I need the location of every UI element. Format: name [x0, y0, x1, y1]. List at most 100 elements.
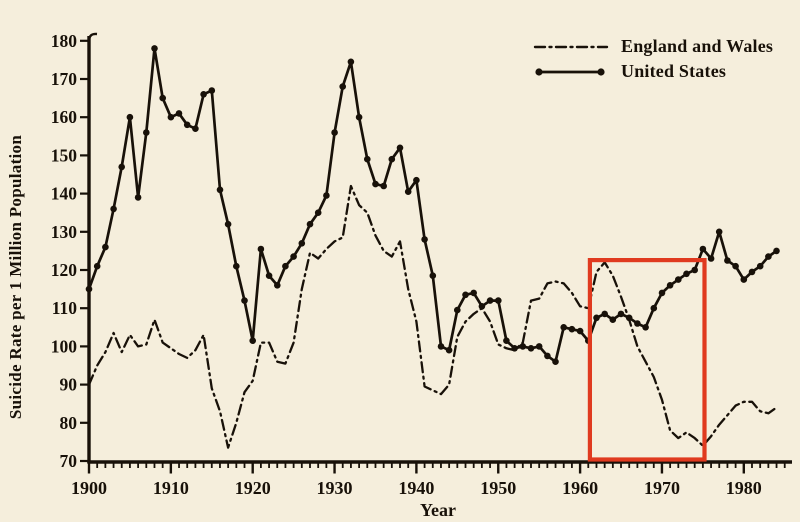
united-states-point — [175, 110, 183, 117]
y-tick-label: 80 — [60, 413, 78, 433]
united-states-point — [568, 325, 576, 333]
united-states-point — [666, 282, 674, 289]
y-tick-label: 180 — [51, 31, 78, 51]
united-states-point — [143, 129, 150, 136]
united-states-point — [470, 289, 478, 297]
united-states-point — [314, 209, 322, 216]
axes: 70 80 90 100 110 120 130 140 150 160 170 180 1900 191… — [51, 31, 792, 498]
united-states-point — [200, 91, 207, 98]
y-tick-label: 100 — [51, 336, 78, 356]
united-states-point — [634, 320, 641, 327]
united-states-point — [478, 303, 486, 310]
united-states-point — [347, 58, 355, 66]
united-states-point — [732, 262, 739, 270]
united-states-point — [241, 297, 248, 304]
y-tick-label: 110 — [52, 298, 78, 318]
united-states-point — [421, 236, 428, 243]
legend-label-united-states: United States — [621, 61, 727, 81]
united-states-point — [298, 240, 306, 247]
united-states-point — [715, 228, 723, 236]
united-states-point — [290, 253, 297, 260]
united-states-point — [454, 306, 461, 314]
united-states-point — [495, 297, 502, 304]
united-states-point — [756, 262, 764, 270]
x-axis-title: Year — [420, 500, 456, 520]
united-states-point — [388, 155, 396, 163]
united-states-point — [85, 285, 93, 293]
england-wales-line — [87, 184, 778, 449]
united-states-series — [85, 45, 780, 366]
united-states-point — [323, 192, 330, 199]
y-tick-label: 140 — [51, 184, 78, 204]
united-states-point — [110, 205, 117, 213]
united-states-point — [413, 176, 420, 184]
united-states-point — [740, 276, 748, 283]
united-states-point — [699, 245, 707, 253]
x-tick-label: 1940 — [398, 478, 434, 498]
y-axis-title: Suicide Rate per 1 Million Population — [6, 134, 25, 420]
united-states-point — [364, 155, 371, 163]
y-tick-label: 90 — [60, 375, 78, 395]
united-states-point — [535, 343, 543, 350]
y-tick-label: 130 — [51, 222, 78, 242]
united-states-point — [331, 129, 338, 136]
united-states-point — [102, 243, 109, 251]
united-states-point — [642, 324, 649, 331]
united-states-point — [691, 266, 698, 274]
united-states-point — [658, 289, 666, 297]
united-states-point — [159, 94, 166, 102]
united-states-point — [683, 270, 690, 278]
united-states-point — [249, 337, 256, 345]
y-tick-label: 70 — [60, 451, 78, 471]
united-states-point — [224, 220, 232, 228]
united-states-point — [748, 268, 756, 276]
united-states-point — [511, 345, 518, 352]
legend-item-england-wales: England and Wales — [533, 34, 773, 59]
united-states-point — [233, 262, 240, 270]
united-states-point — [552, 358, 559, 366]
united-states-point — [282, 262, 289, 270]
united-states-point — [560, 324, 567, 331]
united-states-point — [126, 113, 134, 121]
united-states-point — [519, 343, 527, 350]
x-tick-label: 1980 — [726, 478, 762, 498]
united-states-point — [257, 245, 265, 253]
y-tick-label: 150 — [51, 145, 78, 165]
y-tick-label: 120 — [51, 260, 78, 280]
united-states-point — [134, 194, 142, 201]
united-states-point — [675, 276, 682, 283]
united-states-point — [93, 262, 101, 270]
united-states-point — [429, 272, 437, 280]
united-states-point — [765, 253, 772, 260]
england-wales-series — [87, 184, 778, 449]
united-states-point — [625, 314, 633, 322]
united-states-point — [609, 316, 617, 324]
united-states-point — [462, 291, 469, 299]
united-states-point — [707, 255, 715, 262]
united-states-point — [167, 113, 175, 121]
legend: England and Wales United States — [533, 34, 773, 84]
x-tick-label: 1910 — [153, 478, 189, 498]
united-states-point — [339, 83, 347, 90]
united-states-point — [404, 188, 412, 195]
united-states-point — [306, 220, 314, 228]
solid-dot-line-sample — [535, 67, 605, 76]
x-tick-label: 1900 — [71, 478, 107, 498]
x-tick-label: 1950 — [480, 478, 516, 498]
united-states-point — [151, 45, 158, 52]
united-states-line — [87, 47, 778, 364]
united-states-point — [650, 304, 658, 312]
united-states-point — [486, 297, 494, 304]
legend-label-england-wales: England and Wales — [621, 36, 774, 56]
united-states-point — [396, 144, 404, 152]
dash-dot-line-sample — [533, 45, 609, 48]
united-states-point — [617, 310, 625, 318]
united-states-point — [437, 343, 445, 350]
x-tick-label: 1920 — [235, 478, 271, 498]
united-states-point — [527, 345, 535, 352]
united-states-point — [265, 272, 273, 280]
united-states-point — [593, 314, 600, 322]
united-states-point — [355, 113, 363, 121]
